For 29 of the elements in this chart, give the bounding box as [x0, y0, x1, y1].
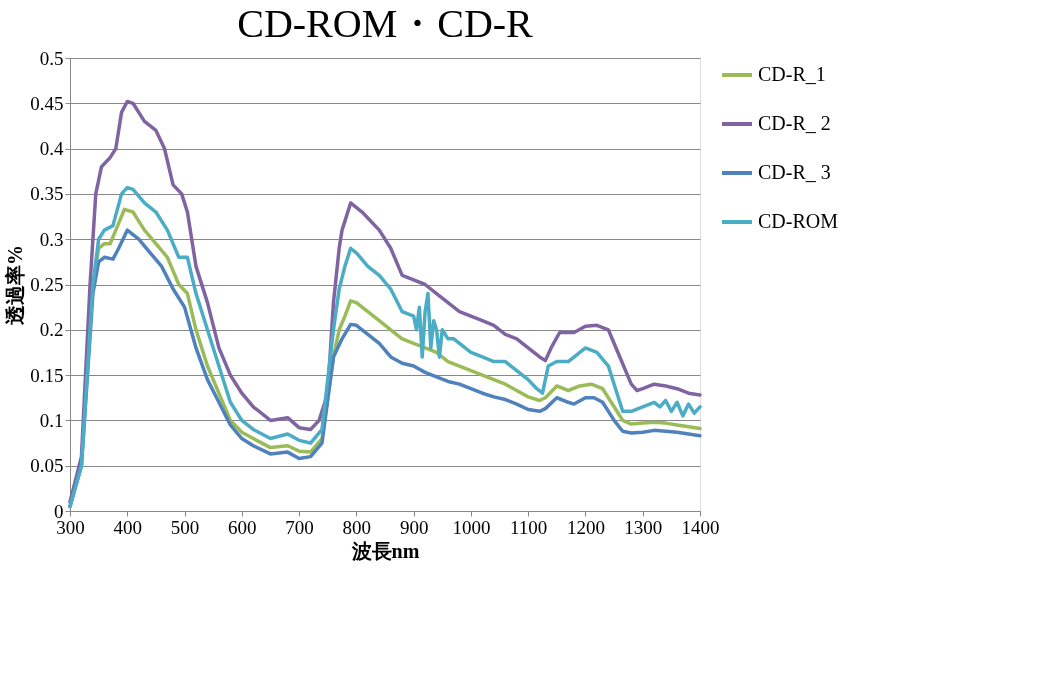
y-tick-label: 0.35: [30, 183, 64, 205]
x-tick-label: 1300: [624, 516, 663, 538]
y-tick-label: 0.15: [30, 364, 64, 386]
x-tick-label: 900: [399, 516, 429, 538]
legend-label: CD-R_1: [758, 63, 826, 85]
chart-title: CD-ROM・CD-R: [237, 1, 534, 46]
legend-label: CD-R_ 2: [758, 112, 831, 134]
y-tick-label: 0.25: [30, 274, 64, 295]
y-tick-label: 0: [54, 500, 64, 522]
y-tick-label: 0.1: [39, 409, 64, 431]
x-tick-label: 500: [170, 516, 200, 538]
x-tick-label: 1400: [681, 516, 720, 538]
x-tick-label: 1100: [510, 516, 548, 538]
legend-label: CD-ROM: [758, 210, 839, 232]
x-tick-label: 800: [342, 516, 372, 538]
x-tick-label: 700: [285, 516, 314, 538]
y-tick-label: 0.5: [39, 47, 64, 69]
x-tick-label: 1000: [452, 516, 491, 538]
y-tick-label: 0.45: [30, 92, 64, 114]
y-tick-label: 0.3: [39, 228, 64, 250]
x-axis-title: 波長nm: [350, 539, 420, 562]
y-tick-label: 0.4: [39, 138, 64, 160]
y-tick-label: 0.2: [39, 319, 64, 341]
x-tick-label: 1200: [566, 516, 605, 538]
legend-label: CD-R_ 3: [758, 161, 831, 183]
x-tick-label: 400: [113, 516, 143, 538]
y-axis-title: 透過率%: [4, 245, 27, 326]
y-tick-label: 0.05: [30, 455, 64, 477]
x-tick-label: 600: [228, 516, 257, 538]
